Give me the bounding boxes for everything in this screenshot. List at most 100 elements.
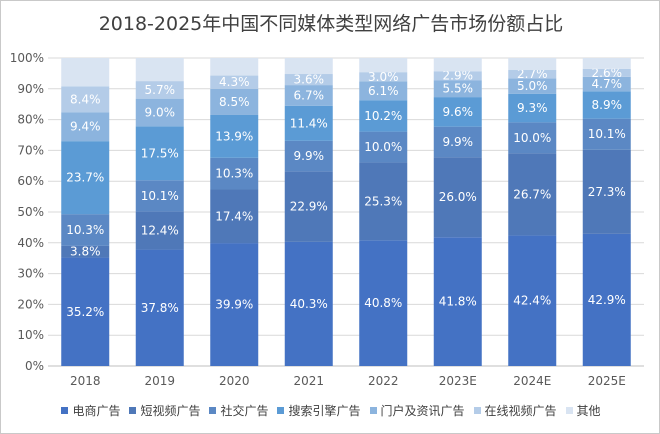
bar-segment: [284, 85, 333, 106]
data-label: 3.8%: [70, 245, 101, 259]
legend-item: 电商广告: [61, 402, 120, 419]
bar-segment: [359, 240, 408, 366]
data-label: 10.0%: [364, 140, 402, 154]
x-tick-label: 2021: [293, 374, 324, 388]
data-label: 26.7%: [513, 187, 551, 201]
bar-segment: [135, 249, 184, 366]
data-label: 42.9%: [588, 293, 626, 307]
bar-segment: [210, 243, 259, 366]
bar-segment: [508, 235, 557, 366]
data-label: 35.2%: [66, 305, 104, 319]
x-tick-label: 2025E: [588, 374, 626, 388]
data-label: 39.9%: [215, 298, 253, 312]
bar-segment: [508, 93, 557, 123]
bar-segment: [210, 157, 259, 190]
data-label: 6.7%: [294, 88, 325, 102]
data-label: 8.4%: [70, 92, 101, 106]
bar-segment: [135, 211, 184, 250]
legend-swatch: [473, 407, 481, 414]
legend-item: 短视频广告: [129, 402, 200, 419]
data-label: 10.0%: [513, 131, 551, 145]
bar-segment: [359, 81, 408, 101]
data-label: 4.3%: [219, 75, 250, 89]
y-tick-label: 90%: [17, 82, 44, 96]
legend-swatch: [209, 407, 217, 414]
bar-segment: [135, 58, 184, 82]
legend-swatch: [277, 407, 285, 414]
data-label: 37.8%: [141, 301, 179, 315]
data-label: 2.6%: [592, 66, 623, 80]
legend-item: 在线视频广告: [473, 402, 557, 419]
data-label: 11.4%: [290, 116, 328, 130]
legend-label: 社交广告: [220, 404, 269, 418]
bar-segment: [210, 75, 259, 89]
data-label: 17.4%: [215, 209, 253, 223]
legend-swatch: [369, 407, 377, 414]
data-label: 9.9%: [443, 135, 474, 149]
bar-segment: [433, 126, 482, 158]
data-label: 5.5%: [443, 82, 474, 96]
bar-segment: [284, 58, 333, 75]
data-label: 42.4%: [513, 294, 551, 308]
bar-segment: [359, 131, 408, 163]
bar-segment: [135, 81, 184, 99]
data-label: 6.1%: [368, 84, 399, 98]
data-label: 27.3%: [588, 185, 626, 199]
bar-segment: [61, 214, 110, 246]
bar-segment: [433, 80, 482, 98]
y-tick-label: 100%: [10, 51, 44, 65]
bar-segment: [582, 91, 631, 119]
bar-segment: [433, 58, 482, 72]
legend-item: 其他: [565, 402, 601, 419]
data-label: 9.4%: [70, 120, 101, 134]
bar-segment: [359, 100, 408, 132]
data-label: 3.6%: [294, 73, 325, 87]
bar-segment: [433, 237, 482, 366]
bar-segment: [582, 76, 631, 92]
bar-segment: [61, 86, 110, 113]
data-label: 23.7%: [66, 171, 104, 185]
x-tick-label: 2019: [144, 374, 175, 388]
bar-segment: [582, 58, 631, 69]
data-label: 8.5%: [219, 95, 250, 109]
legend-item: 社交广告: [209, 402, 268, 419]
data-label: 13.9%: [215, 129, 253, 143]
legend-label: 短视频广告: [140, 404, 201, 418]
y-tick-label: 60%: [17, 174, 44, 188]
y-tick-label: 10%: [17, 328, 44, 342]
bar-segment: [508, 153, 557, 236]
data-label: 25.3%: [364, 194, 402, 208]
data-label: 17.5%: [141, 146, 179, 160]
bar-segment: [61, 257, 110, 366]
x-tick-label: 2024E: [513, 374, 551, 388]
bar-segment: [61, 141, 110, 215]
chart-legend: 电商广告 短视频广告 社交广告 搜索引擎广告 门户及资讯广告 在线视频广告 其他: [1, 402, 660, 419]
bar-segment: [508, 78, 557, 94]
data-label: 41.8%: [439, 295, 477, 309]
bar-segment: [582, 233, 631, 366]
stacked-bar-chart: 0% 10% 20% 30% 40% 50% 60% 70% 80% 90% 100% 35.2% 3.…: [10, 51, 644, 388]
chart-title: 2018-2025年中国不同媒体类型网络广告市场份额占比: [98, 13, 564, 35]
data-label: 40.8%: [364, 296, 402, 310]
bar-segment: [508, 122, 557, 154]
y-tick-label: 50%: [17, 205, 44, 219]
data-label: 40.3%: [290, 297, 328, 311]
y-tick-label: 20%: [17, 297, 44, 311]
x-tick-label: 2023E: [439, 374, 477, 388]
legend-label: 在线视频广告: [484, 404, 557, 418]
data-label: 10.1%: [141, 189, 179, 203]
data-label: 3.0%: [368, 70, 399, 84]
bar-segment: [61, 112, 110, 142]
bar-segment: [284, 74, 333, 86]
y-tick-label: 30%: [17, 267, 44, 281]
legend-label: 电商广告: [72, 404, 121, 418]
x-tick-label: 2020: [219, 374, 250, 388]
x-tick-label: 2018: [70, 374, 101, 388]
bar-segment: [359, 58, 408, 73]
bar-segment: [210, 189, 259, 244]
y-tick-label: 80%: [17, 113, 44, 127]
data-label: 9.3%: [517, 101, 548, 115]
data-label: 10.3%: [215, 167, 253, 181]
data-label: 5.7%: [145, 83, 176, 97]
